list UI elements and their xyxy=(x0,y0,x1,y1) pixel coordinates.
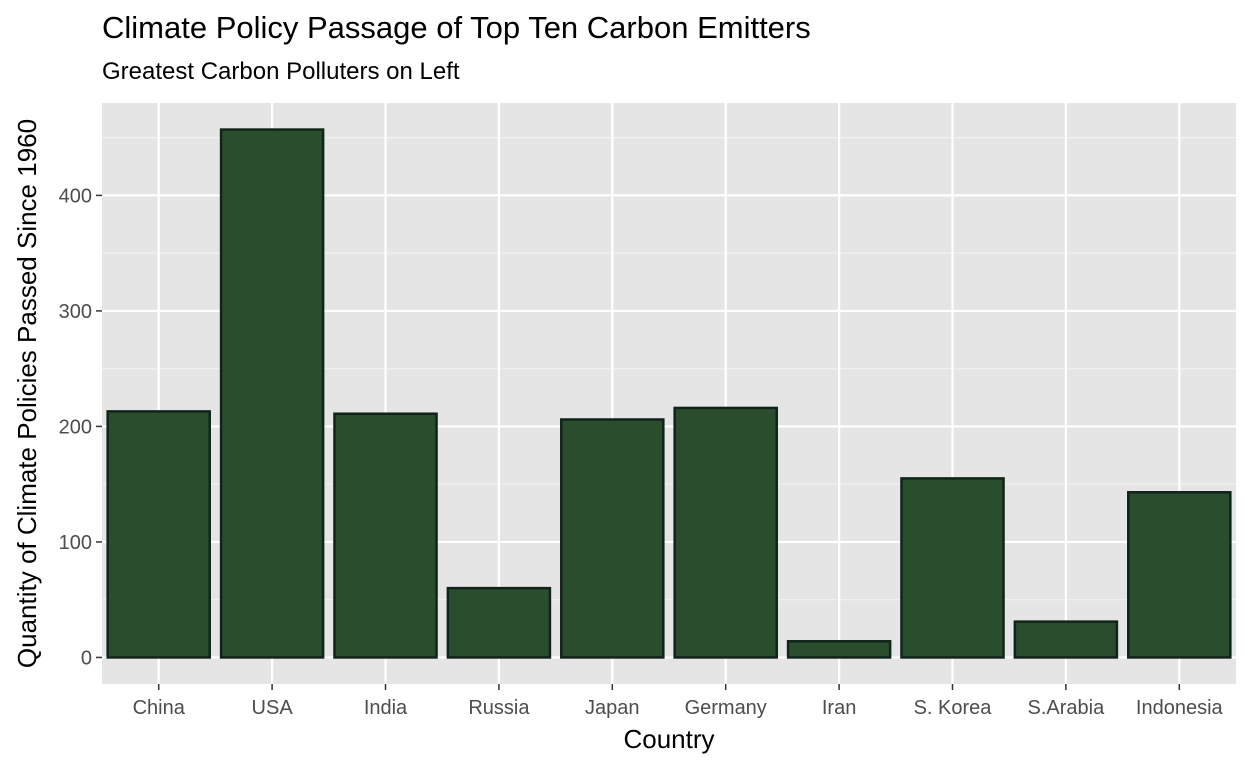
y-tick-label: 200 xyxy=(59,416,92,438)
chart-subtitle: Greatest Carbon Polluters on Left xyxy=(102,58,460,85)
bar-russia xyxy=(446,586,552,659)
x-tick-label: S.Arabia xyxy=(1028,697,1106,719)
x-tick-label: Germany xyxy=(685,697,767,719)
y-tick-label: 400 xyxy=(59,185,92,207)
x-tick-label: India xyxy=(364,697,408,719)
bar-germany xyxy=(673,406,778,659)
y-tick-label: 300 xyxy=(59,301,92,323)
x-tick-label: Japan xyxy=(585,697,640,719)
x-tick-label: Russia xyxy=(468,697,530,719)
x-axis: China USA India Russia Japan Germany Iran S. Ko… xyxy=(133,684,1224,719)
y-axis: 0 100 200 300 400 xyxy=(59,185,102,669)
bar-japan xyxy=(560,418,665,659)
bars xyxy=(106,128,1232,659)
x-tick-label: S. Korea xyxy=(914,697,993,719)
bar-s-korea xyxy=(900,477,1005,659)
bar-s-arabia xyxy=(1013,620,1119,659)
bar-china xyxy=(106,410,211,659)
x-tick-label: Indonesia xyxy=(1136,697,1224,719)
bar-india xyxy=(333,412,438,659)
y-tick-label: 0 xyxy=(81,647,92,669)
bar-indonesia xyxy=(1127,491,1232,659)
y-tick-label: 100 xyxy=(59,532,92,554)
x-tick-label: USA xyxy=(252,697,294,719)
x-tick-label: China xyxy=(133,697,186,719)
y-axis-label: Quantity of Climate Policies Passed Sinc… xyxy=(12,119,42,668)
bar-usa xyxy=(219,128,325,659)
x-axis-label: Country xyxy=(623,724,714,754)
x-tick-label: Iran xyxy=(822,697,856,719)
chart-title: Climate Policy Passage of Top Ten Carbon… xyxy=(102,10,811,45)
bar-iran xyxy=(786,640,892,659)
